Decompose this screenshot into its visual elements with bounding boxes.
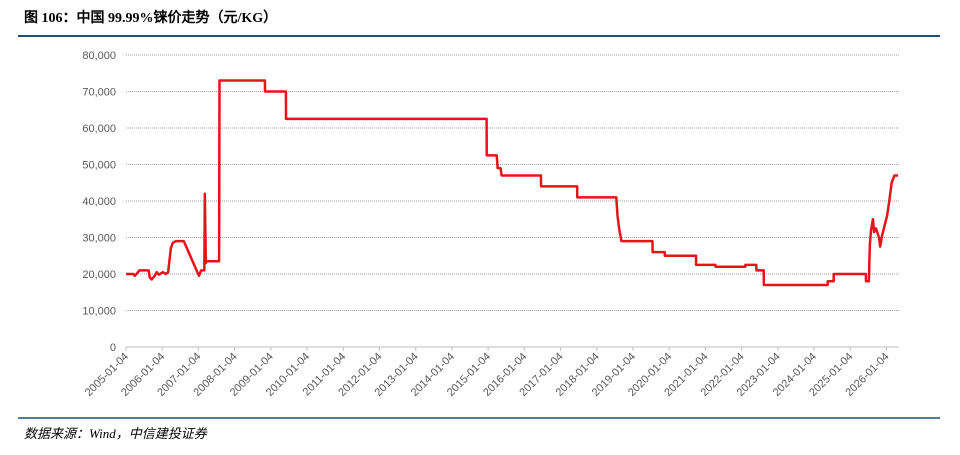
- y-tick-label: 70,000: [82, 87, 116, 99]
- y-tick-label: 20,000: [82, 269, 116, 281]
- y-tick-label: 0: [110, 342, 116, 354]
- line-series: [126, 79, 899, 287]
- source: 数据来源：Wind，中信建投证券: [24, 426, 208, 441]
- y-tick-label: 50,000: [82, 160, 116, 172]
- y-tick-label: 10,000: [82, 306, 116, 318]
- chart-title: 图 106：中国 99.99%铼价走势（元/KG）: [24, 9, 277, 26]
- y-tick-label: 80,000: [82, 50, 116, 62]
- y-tick-label: 60,000: [82, 123, 116, 135]
- y-tick-label: 30,000: [82, 233, 116, 245]
- y-tick-label: 40,000: [82, 196, 116, 208]
